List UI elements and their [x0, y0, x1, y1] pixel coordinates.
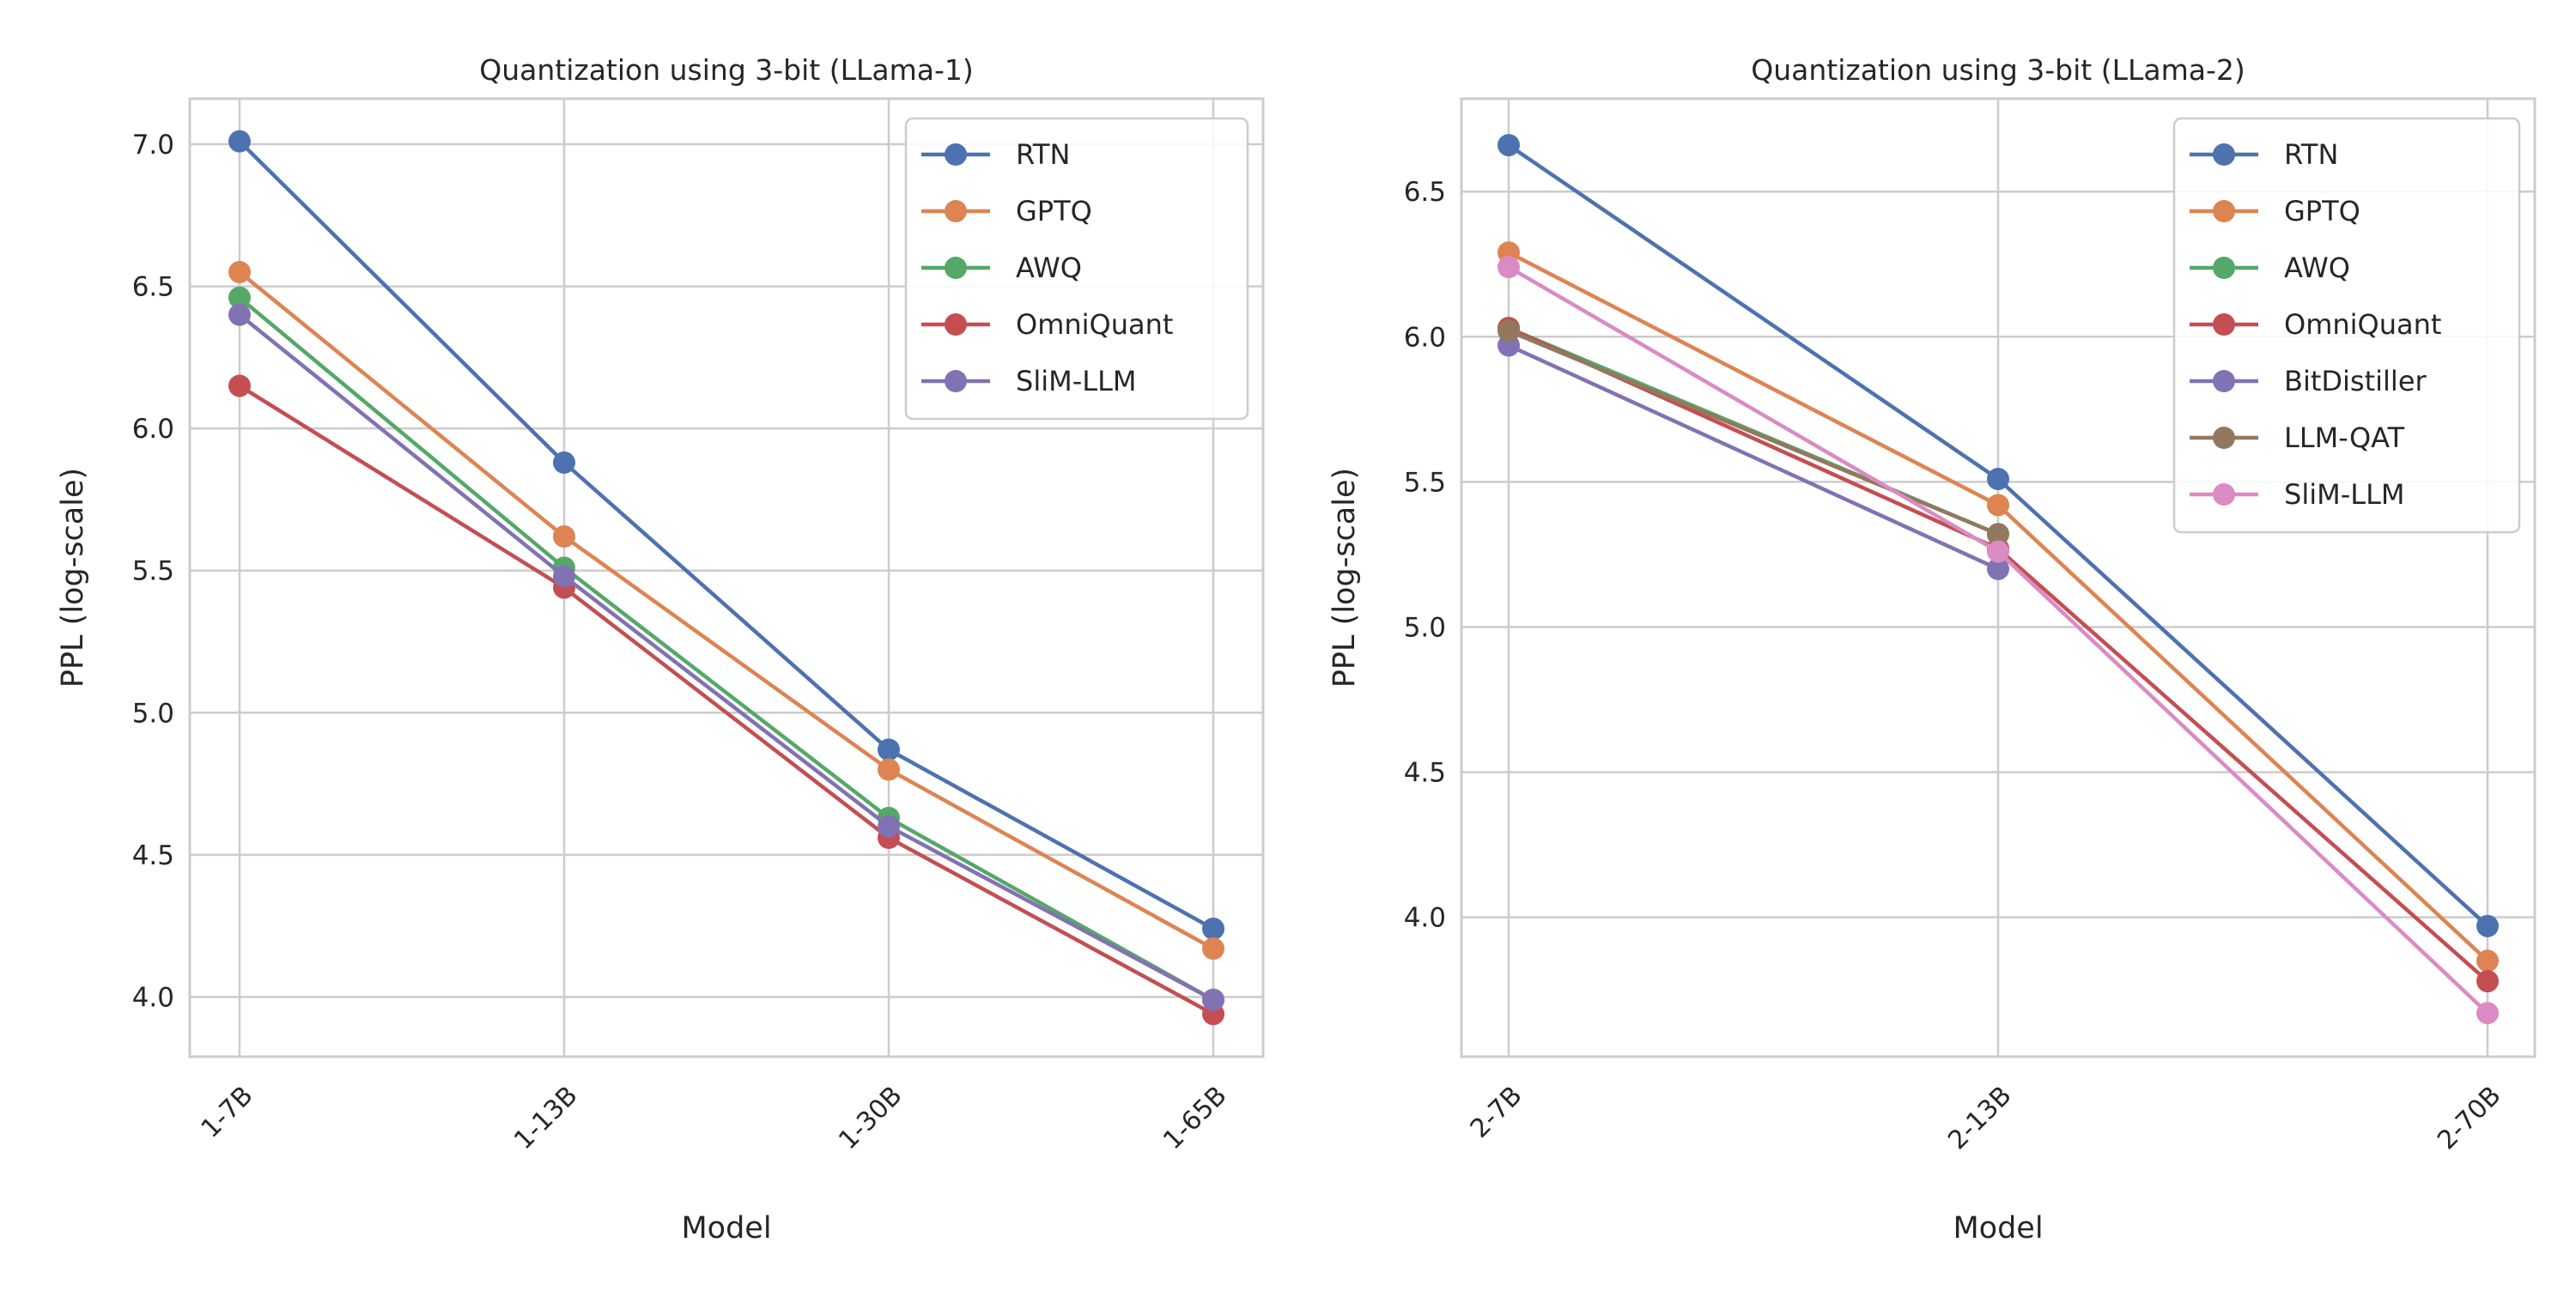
data-point-GPTQ: [553, 524, 575, 548]
y-tick-label: 7.0: [132, 130, 174, 161]
legend-marker: [2213, 313, 2235, 336]
y-tick-label: 5.0: [132, 698, 174, 729]
legend-marker: [2213, 370, 2235, 392]
x-tick-label: 2-7B: [1465, 1081, 1528, 1144]
legend-label: OmniQuant: [1016, 308, 1173, 341]
series-line-OmniQuant: [238, 384, 1215, 1016]
legend-marker: [945, 257, 967, 279]
chart-title: Quantization using 3-bit (LLama-1): [479, 53, 973, 87]
legend-label: LLM-QAT: [2284, 421, 2405, 454]
y-tick-label: 5.5: [1404, 467, 1446, 498]
series-line-LLM-QAT: [1508, 329, 1999, 536]
data-point-GPTQ: [1987, 494, 2009, 517]
y-axis-label: PPL (log-scale): [1327, 468, 1362, 688]
data-point-OmniQuant: [228, 374, 251, 397]
legend-box: [2172, 117, 2521, 534]
data-point-SliM-LLM: [878, 815, 900, 838]
legend-label: BitDistiller: [2284, 365, 2427, 397]
series-line-SliM-LLM: [238, 312, 1215, 1002]
legend-marker: [2213, 200, 2235, 222]
x-tick-label: 1-7B: [196, 1081, 259, 1144]
data-point-LLM-QAT: [1987, 523, 2009, 546]
series-line-GPTQ: [238, 270, 1215, 951]
data-point-RTN: [1987, 468, 2009, 491]
legend-label: SliM-LLM: [2284, 478, 2405, 511]
legend-label: GPTQ: [2284, 195, 2360, 227]
data-point-GPTQ: [878, 758, 900, 781]
data-point-GPTQ: [1202, 937, 1224, 961]
legend: RTN GPTQ AWQ OmniQuant SliM-LLM: [904, 117, 1249, 421]
data-point-SliM-LLM: [1987, 540, 2009, 563]
legend-label: GPTQ: [1016, 195, 1092, 227]
plot-frame: [1460, 97, 2537, 1058]
x-axis-label: Model: [681, 1211, 771, 1246]
data-point-GPTQ: [228, 261, 251, 284]
x-tick-label: 2-70B: [2432, 1081, 2506, 1155]
data-point-RTN: [2476, 914, 2499, 937]
legend-label: AWQ: [2284, 252, 2350, 284]
y-axis-label: PPL (log-scale): [56, 468, 90, 688]
data-point-RTN: [878, 738, 900, 761]
plot-frame: [188, 97, 1265, 1058]
series-line-BitDistiller: [1508, 343, 1999, 571]
legend: RTN GPTQ AWQ OmniQuant BitDistiller LLM-QAT Sl…: [2172, 117, 2521, 534]
series-line-RTN: [238, 140, 1215, 930]
legend-label: RTN: [2284, 138, 2338, 171]
data-point-GPTQ: [2476, 949, 2499, 973]
y-tick-label: 5.5: [132, 556, 174, 587]
data-point-BitDistiller: [1987, 557, 2009, 580]
subplot-2: 2-7B 2-13B 2-70B 4.0 4.5 5.0 5.5 6.0 6.5 Quantiza…: [1327, 53, 2537, 1246]
y-tick-label: 4.0: [132, 982, 174, 1013]
legend-label: SliM-LLM: [1016, 365, 1137, 397]
subplot-1: 1-7B 1-13B 1-30B 1-65B 4.0 4.5 5.0 5.5 6.0 6.5 7.0…: [56, 53, 1265, 1246]
series-line-AWQ: [238, 296, 1215, 1002]
chart-title: Quantization using 3-bit (LLama-2): [1751, 53, 2245, 87]
x-tick-label: 1-65B: [1157, 1081, 1232, 1155]
data-point-SliM-LLM: [2476, 1002, 2499, 1025]
legend-label: OmniQuant: [2284, 308, 2441, 341]
data-point-OmniQuant: [2476, 970, 2499, 993]
legend-box: [904, 117, 1249, 421]
y-tick-label: 6.5: [132, 272, 174, 303]
y-tick-label: 6.5: [1404, 177, 1446, 208]
legend-marker: [2213, 483, 2235, 506]
x-tick-label: 2-13B: [1942, 1081, 2017, 1155]
legend-marker: [2213, 143, 2235, 166]
y-tick-label: 4.5: [132, 840, 174, 871]
x-axis-label: Model: [1953, 1211, 2043, 1246]
y-tick-label: 4.0: [1404, 903, 1446, 934]
data-point-LLM-QAT: [1498, 319, 1520, 342]
legend-label: RTN: [1016, 138, 1070, 171]
x-tick-label: 1-13B: [508, 1081, 583, 1155]
legend-marker: [945, 143, 967, 166]
y-tick-label: 5.0: [1404, 612, 1446, 643]
data-point-AWQ: [228, 286, 251, 309]
data-point-RTN: [228, 130, 251, 153]
data-point-SliM-LLM: [1202, 988, 1224, 1011]
legend-marker: [945, 200, 967, 222]
legend-marker: [2213, 257, 2235, 279]
x-tick-label: 1-30B: [833, 1081, 908, 1155]
data-point-SliM-LLM: [228, 303, 251, 326]
data-point-SliM-LLM: [1498, 256, 1520, 279]
data-point-RTN: [553, 451, 575, 474]
legend-marker: [945, 313, 967, 336]
y-tick-label: 6.0: [1404, 322, 1446, 353]
data-point-RTN: [1498, 134, 1520, 157]
legend-label: AWQ: [1016, 252, 1082, 284]
legend-marker: [945, 370, 967, 392]
y-tick-label: 6.0: [132, 414, 174, 445]
data-point-SliM-LLM: [553, 565, 575, 588]
data-point-RTN: [1202, 917, 1224, 940]
y-tick-label: 4.5: [1404, 758, 1446, 789]
legend-marker: [2213, 427, 2235, 449]
